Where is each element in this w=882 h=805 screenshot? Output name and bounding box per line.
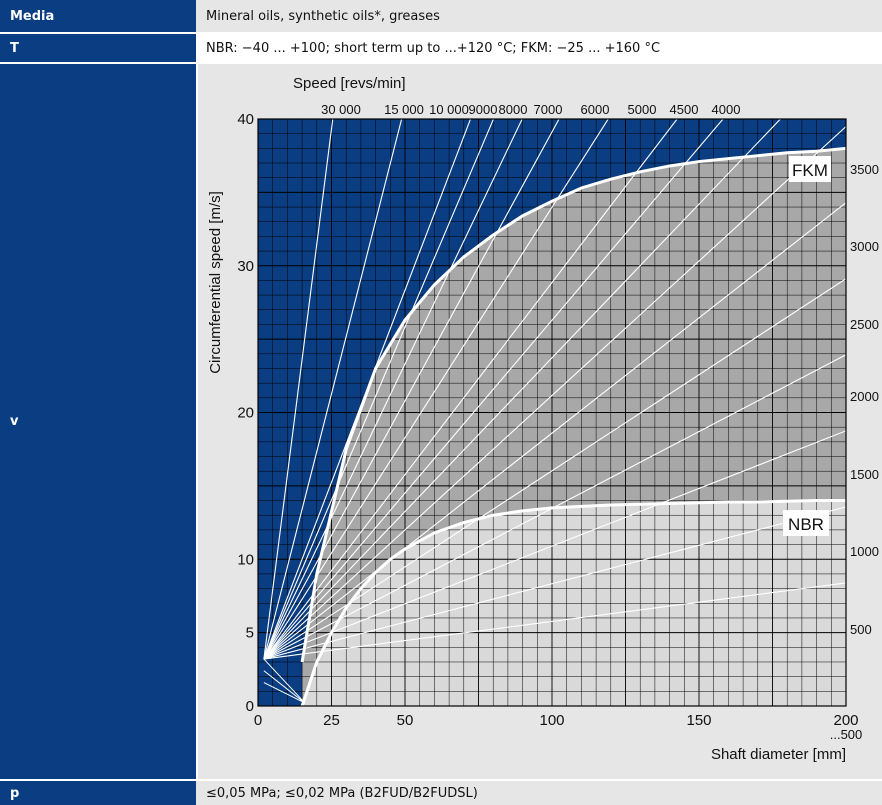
temperature-value: NBR: −40 ... +100; short term up to ...+… [206,40,661,56]
temperature-label: T [0,34,196,62]
media-value: Mineral oils, synthetic oils*, greases [206,8,440,24]
media-label: Media [0,0,196,32]
right-speed-label: 500 [850,622,872,637]
x-axis-title: Shaft diameter [mm] [711,746,846,763]
speed-line [263,119,494,660]
speed-line [263,119,334,660]
speed-line [263,506,846,660]
speed-line-fan [263,670,306,704]
fkm-curve [300,146,847,663]
chart-area: FKM NBR 30 000 15 000 10 000 9000 8000 7000 6000… [198,64,882,779]
top-speed-label: 4000 [712,102,741,117]
top-speed-label: 9000 [469,102,498,117]
nbr-curve [300,499,846,707]
right-speed-label: 3500 [850,162,879,177]
speed-line [263,119,724,660]
row-temperature: T NBR: −40 ... +100; short term up to ..… [0,34,882,62]
y-tick-label: 5 [246,625,254,642]
right-speed-label: 2500 [850,317,879,332]
speed-line [263,119,609,660]
row-pressure: p ≤0,05 MPa; ≤0,02 MPa (B2FUD/B2FUDSL) [0,781,882,805]
x-tick-label: 50 [397,712,414,729]
top-speed-label: 15 000 [384,102,424,117]
speed-line [263,430,846,660]
speed-line-fan [263,682,306,704]
speed-line [263,126,846,660]
right-speed-label: 1000 [850,544,879,559]
speed-line [263,119,523,660]
velocity-label: v [0,64,196,779]
speed-line [263,119,403,660]
speed-line [263,582,846,660]
speed-line [263,119,560,660]
x-tick-label: 25 [323,712,340,729]
right-speed-label: 1500 [850,467,879,482]
top-speed-label: 6000 [581,102,610,117]
x-tick-label: 0 [254,712,262,729]
right-speed-label: 2000 [850,389,879,404]
nbr-label-box [783,510,829,536]
y-tick-label: 10 [237,551,254,568]
y-tick-label: 0 [246,698,254,715]
top-speed-label: 7000 [534,102,563,117]
y-tick-label: 40 [237,111,254,128]
top-speed-label: 4500 [670,102,699,117]
speed-lines [263,119,846,704]
top-axis-title: Speed [revs/min] [293,75,406,92]
x-tick-label: 200 [833,712,858,729]
y-tick-label: 20 [237,405,254,422]
x-tick-label: 150 [686,712,711,729]
fkm-label-box [789,156,831,182]
row-velocity: v FKM NBR 30 000 15 000 10 000 9000 8000 7000 60… [0,64,882,779]
speed-line [263,119,678,660]
speed-line-fan [263,658,306,704]
top-speed-label: 10 000 [429,102,469,117]
pressure-value: ≤0,05 MPa; ≤0,02 MPa (B2FUD/B2FUDSL) [206,785,478,801]
row-media: Media Mineral oils, synthetic oils*, gre… [0,0,882,32]
top-speed-label: 8000 [499,102,528,117]
y-tick-label: 30 [237,258,254,275]
speed-chart: FKM NBR 30 000 15 000 10 000 9000 8000 7000 6000… [207,75,879,763]
nbr-label: NBR [788,515,824,534]
speed-line [263,202,846,660]
top-speed-label: 30 000 [321,102,361,117]
plot-frame [257,118,847,707]
top-speed-label: 5000 [628,102,657,117]
fkm-label: FKM [792,161,828,180]
pressure-label: p [0,781,196,805]
x-tick-label: 100 [539,712,564,729]
right-speed-label: 3000 [850,239,879,254]
x-extra-label: ...500 [830,727,863,742]
speed-line [263,119,781,660]
speed-line [263,278,846,660]
y-axis-title: Circumferential speed [m/s] [207,191,224,374]
